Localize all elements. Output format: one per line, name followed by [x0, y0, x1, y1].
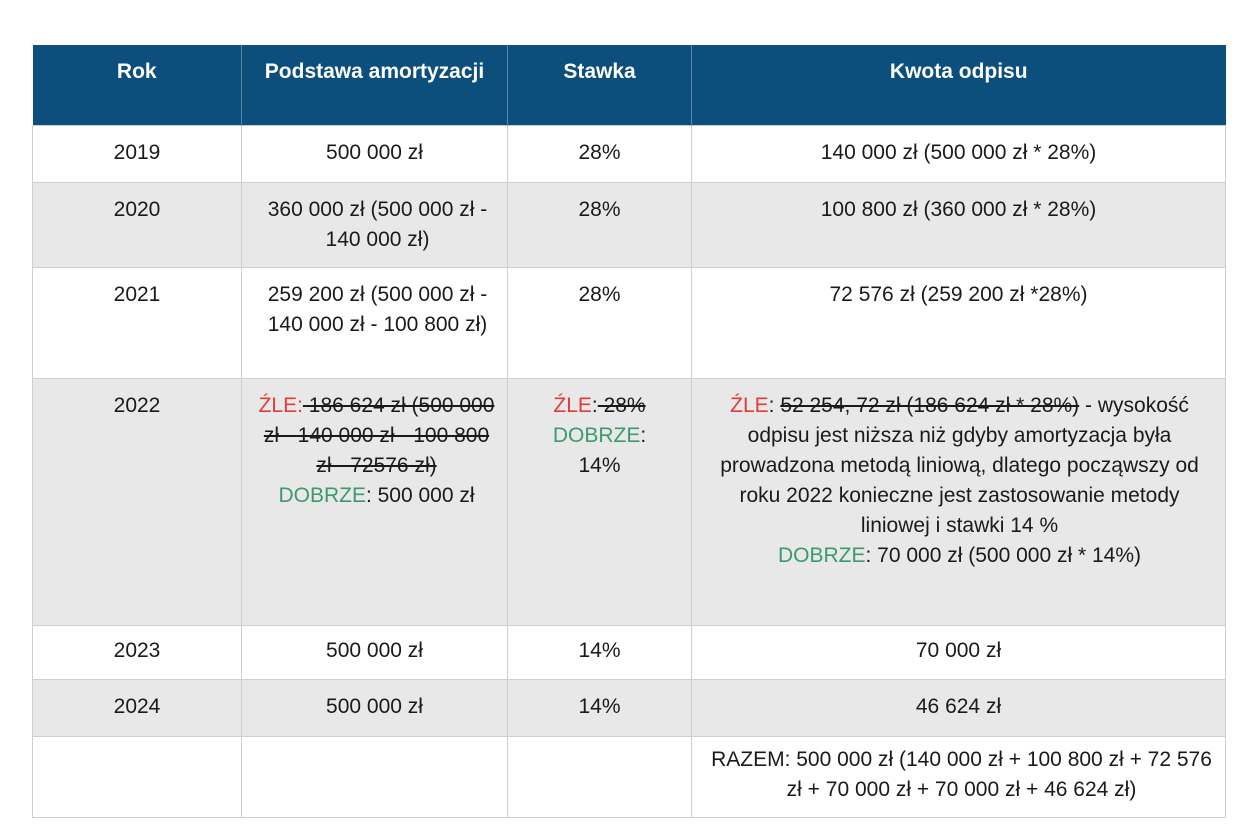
correct-label: DOBRZE — [278, 484, 366, 507]
table-row: 2019 500 000 zł 28% 140 000 zł (500 000 … — [32, 125, 1226, 183]
cell-podstawa: 500 000 zł — [241, 125, 508, 183]
cell-podstawa: ŹLE: 186 624 zł (500 000 zł - 140 000 zł… — [241, 378, 508, 626]
summary-row: RAZEM: 500 000 zł (140 000 zł + 100 800 … — [32, 736, 1226, 818]
wrong-label: ŹLE: — [258, 394, 303, 417]
wrong-separator: : — [768, 394, 781, 417]
table-row: 2023 500 000 zł 14% 70 000 zł — [32, 625, 1226, 680]
cell-stawka: 28% — [507, 267, 692, 379]
cell-stawka — [507, 736, 692, 818]
cell-stawka: 28% — [507, 125, 692, 183]
cell-kwota: 46 624 zł — [691, 679, 1226, 737]
wrong-label: ŹLE — [553, 394, 592, 417]
explanation-text: - wysokość odpisu jest niższa niż gdyby … — [720, 394, 1199, 537]
correct-label: DOBRZE — [777, 544, 866, 567]
cell-rok: 2022 — [32, 378, 242, 626]
wrong-value: 52 254, 72 zł (186 624 zł * 28%) — [780, 394, 1080, 417]
wrong-label: ŹLE — [730, 394, 769, 417]
wrong-value: 28% — [597, 394, 646, 417]
cell-stawka: 14% — [507, 625, 692, 680]
cell-podstawa — [241, 736, 508, 818]
cell-rok: 2024 — [32, 679, 242, 737]
cell-kwota: 70 000 zł — [691, 625, 1226, 680]
cell-kwota: 72 576 zł (259 200 zł *28%) — [691, 267, 1226, 379]
wrong-separator: : — [591, 394, 598, 417]
table-row: 2024 500 000 zł 14% 46 624 zł — [32, 679, 1226, 737]
header-row: Rok Podstawa amortyzacji Stawka Kwota od… — [32, 45, 1226, 126]
header-stawka: Stawka — [507, 45, 692, 126]
table-row: 2021 259 200 zł (500 000 zł - 140 000 zł… — [32, 267, 1226, 379]
table-row: 2022 ŹLE: 186 624 zł (500 000 zł - 140 0… — [32, 378, 1226, 626]
header-podstawa: Podstawa amortyzacji — [241, 45, 508, 126]
cell-kwota: 140 000 zł (500 000 zł * 28%) — [691, 125, 1226, 183]
total-sum: RAZEM: 500 000 zł (140 000 zł + 100 800 … — [691, 736, 1226, 818]
header-kwota: Kwota odpisu — [691, 45, 1226, 126]
cell-kwota: ŹLE: 52 254, 72 zł (186 624 zł * 28%) - … — [691, 378, 1226, 626]
cell-podstawa: 500 000 zł — [241, 679, 508, 737]
cell-rok: 2020 — [32, 182, 242, 268]
cell-stawka: 28% — [507, 182, 692, 268]
table-row: 2020 360 000 zł (500 000 zł - 140 000 zł… — [32, 182, 1226, 268]
correct-value: : 14% — [578, 424, 647, 477]
correct-label: DOBRZE — [552, 424, 641, 447]
cell-stawka: ŹLE: 28% DOBRZE: 14% — [507, 378, 692, 626]
depreciation-table: Rok Podstawa amortyzacji Stawka Kwota od… — [32, 45, 1226, 818]
cell-rok: 2023 — [32, 625, 242, 680]
wrong-value: 186 624 zł (500 000 zł - 140 000 zł - 10… — [263, 394, 495, 477]
cell-stawka: 14% — [507, 679, 692, 737]
correct-value: : 500 000 zł — [365, 484, 475, 507]
cell-podstawa: 360 000 zł (500 000 zł - 140 000 zł) — [241, 182, 508, 268]
cell-rok: 2019 — [32, 125, 242, 183]
cell-kwota: 100 800 zł (360 000 zł * 28%) — [691, 182, 1226, 268]
cell-podstawa: 500 000 zł — [241, 625, 508, 680]
header-rok: Rok — [32, 45, 242, 126]
cell-rok — [32, 736, 242, 818]
cell-podstawa: 259 200 zł (500 000 zł - 140 000 zł - 10… — [241, 267, 508, 379]
cell-rok: 2021 — [32, 267, 242, 379]
correct-value: : 70 000 zł (500 000 zł * 14%) — [865, 544, 1142, 567]
